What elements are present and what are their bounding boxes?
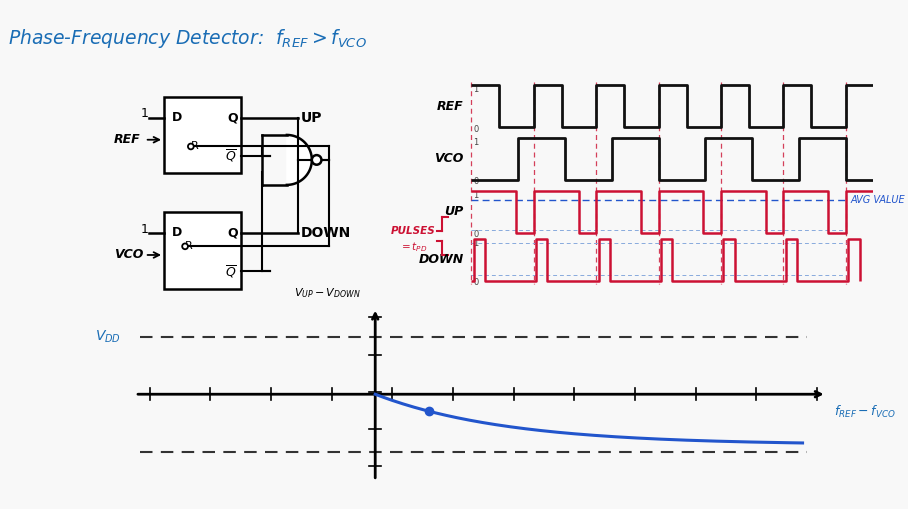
Text: REF: REF <box>114 133 141 146</box>
Circle shape <box>188 144 193 149</box>
Text: Q: Q <box>227 111 238 124</box>
Text: Q: Q <box>227 227 238 239</box>
Text: $\overline{Q}$: $\overline{Q}$ <box>225 148 237 164</box>
Circle shape <box>311 155 321 165</box>
Text: 1: 1 <box>473 239 479 248</box>
Text: 1: 1 <box>473 138 479 147</box>
Text: $V_{UP}-V_{DOWN}$: $V_{UP}-V_{DOWN}$ <box>294 287 360 300</box>
Text: VCO: VCO <box>114 248 143 262</box>
Text: REF: REF <box>437 100 464 112</box>
Text: UP: UP <box>444 205 464 218</box>
Polygon shape <box>287 135 311 185</box>
Text: 0: 0 <box>473 178 479 186</box>
Text: 1: 1 <box>473 86 479 94</box>
Text: 0: 0 <box>473 125 479 134</box>
Text: $f_{REF}-f_{VCO}$: $f_{REF}-f_{VCO}$ <box>834 404 896 420</box>
Text: D: D <box>172 111 182 124</box>
Text: Phase-Frequency Detector:  $f_{REF} > f_{VCO}$: Phase-Frequency Detector: $f_{REF} > f_{… <box>8 27 368 50</box>
Text: DOWN: DOWN <box>301 226 350 240</box>
Text: 1: 1 <box>141 222 149 236</box>
Text: $= t_{PD}$: $= t_{PD}$ <box>400 240 428 254</box>
Bar <box>164 97 241 174</box>
Text: DOWN: DOWN <box>419 253 464 266</box>
Bar <box>164 212 241 289</box>
Text: R: R <box>191 142 199 152</box>
Text: 0: 0 <box>473 230 479 239</box>
Text: 0: 0 <box>473 278 479 287</box>
Text: UP: UP <box>301 110 321 125</box>
Text: VCO: VCO <box>434 153 464 165</box>
Text: 1: 1 <box>473 191 479 200</box>
Text: D: D <box>172 227 182 239</box>
Text: $\overline{Q}$: $\overline{Q}$ <box>225 263 237 279</box>
Circle shape <box>183 243 188 249</box>
Text: R: R <box>185 241 192 251</box>
Text: 1: 1 <box>141 107 149 120</box>
Text: $V_{DD}$: $V_{DD}$ <box>94 328 121 345</box>
Text: AVG VALUE: AVG VALUE <box>851 195 905 205</box>
Text: PULSES: PULSES <box>391 226 436 236</box>
